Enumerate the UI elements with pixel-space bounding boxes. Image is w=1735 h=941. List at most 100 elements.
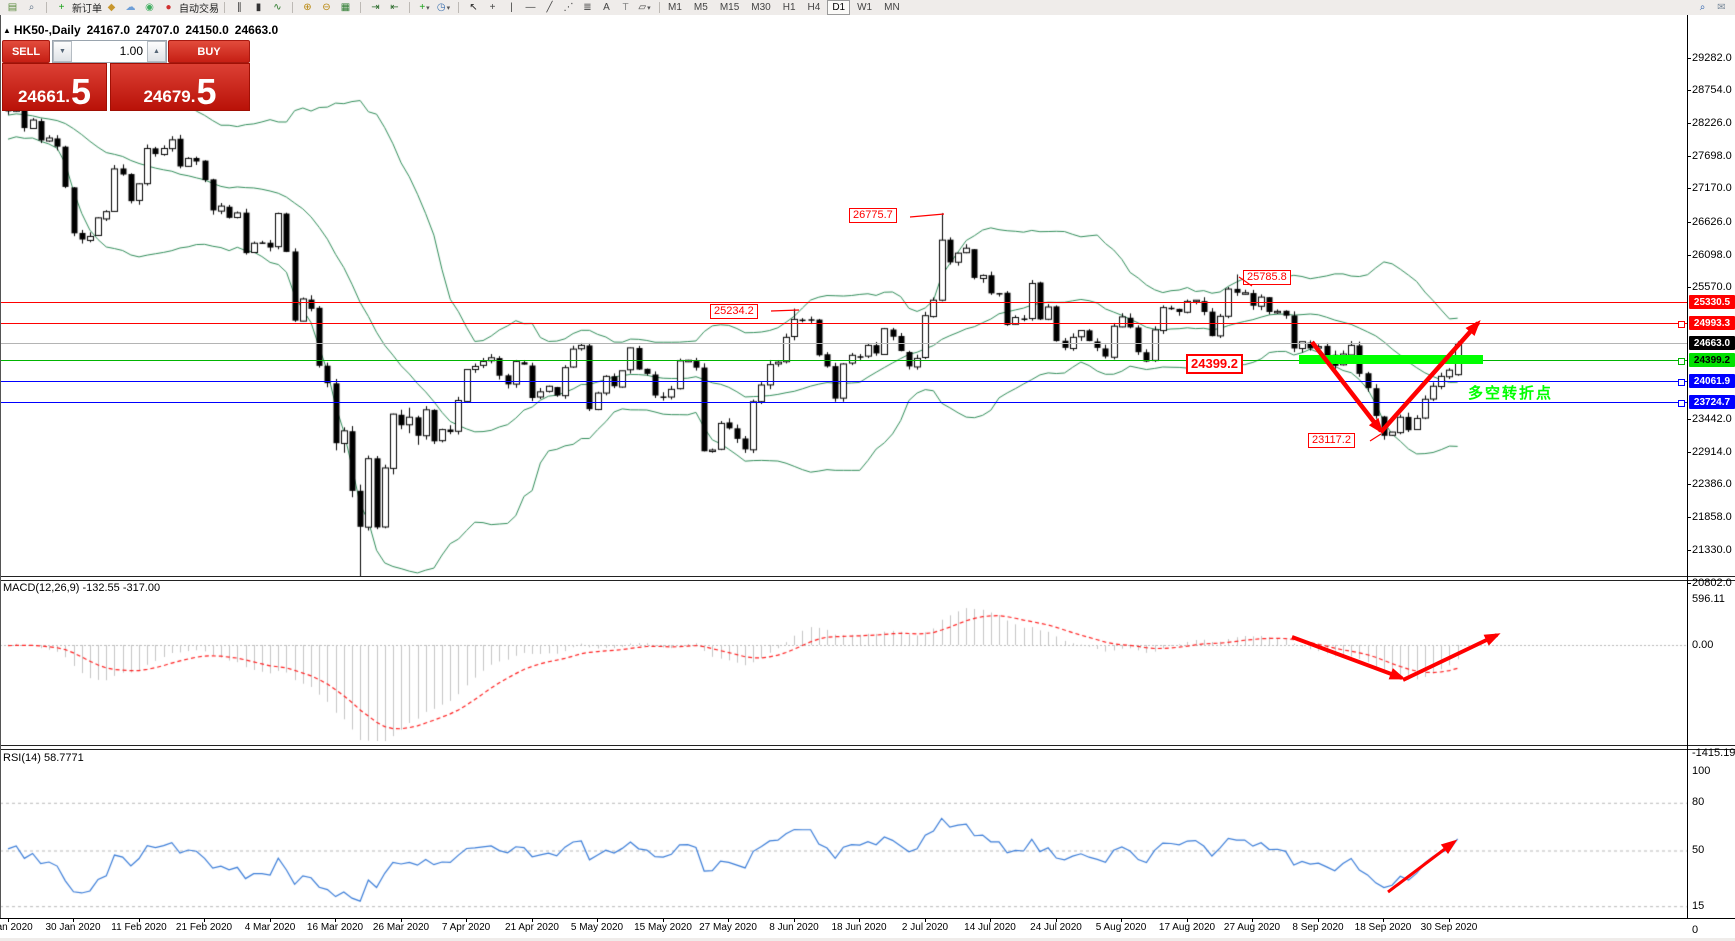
date-label: 24 Jul 2020	[1030, 922, 1082, 933]
timeframe-button-m1[interactable]: M1	[668, 2, 682, 13]
new-order-label[interactable]: 新订单	[72, 4, 102, 15]
collapse-triangle-icon[interactable]: ▲	[3, 26, 11, 35]
cursor-icon[interactable]: ↖	[469, 2, 478, 13]
chart-window-icon[interactable]: ▤	[7, 2, 18, 13]
signals-icon[interactable]: ◉	[145, 2, 154, 13]
resistance-line-25330[interactable]	[0, 302, 1687, 303]
horizontal-line-icon[interactable]: —	[525, 2, 536, 13]
chart-preview-icon[interactable]: ⌕	[28, 2, 35, 13]
crosshair-icon[interactable]: +	[489, 2, 496, 13]
date-label: 21 Apr 2020	[505, 922, 559, 933]
draw-group: ↖ + | — ╱ ⋰ ≣ A T ▱ ▾	[461, 0, 657, 15]
price-tick-label: 22914.0	[1692, 446, 1732, 458]
price-tick-label: 21858.0	[1692, 511, 1732, 523]
timeframe-button-m30[interactable]: M30	[751, 2, 771, 13]
callout-23117[interactable]: 23117.2	[1308, 433, 1355, 448]
support-line-24061-handle[interactable]	[1678, 379, 1685, 386]
equidistant-channel-icon[interactable]: ⋰	[563, 2, 574, 13]
price-tick-mark	[1687, 123, 1691, 124]
zoom-in-icon[interactable]: ⊕	[303, 2, 312, 13]
date-label: 17 Aug 2020	[1158, 922, 1216, 933]
buy-button[interactable]: BUY	[168, 40, 250, 63]
date-tick-mark	[73, 918, 74, 922]
price-axis-line	[1687, 15, 1688, 918]
auto-scroll-icon[interactable]: ⇥	[371, 2, 380, 13]
rsi-pane-separator[interactable]	[0, 745, 1735, 750]
date-tick-mark	[204, 918, 205, 922]
timeframe-button-h1[interactable]: H1	[782, 2, 796, 13]
sell-button[interactable]: SELL	[2, 40, 50, 63]
support-highlight-bar[interactable]	[1299, 355, 1483, 364]
price-tick-label: 20802.0	[1692, 577, 1732, 589]
timeframe-button-d1[interactable]: D1	[827, 0, 851, 15]
date-label: 30 Sep 2020	[1420, 922, 1478, 933]
resistance-line-24993[interactable]	[0, 323, 1687, 324]
buy-price-panel[interactable]: 24679. 5	[110, 63, 250, 111]
support-line-23724-handle[interactable]	[1678, 400, 1685, 407]
price-tick-mark	[1687, 287, 1691, 288]
volume-decrease-button[interactable]: ▼	[53, 41, 72, 62]
price-badge-25330-5: 25330.5	[1689, 295, 1735, 309]
add-indicator-icon[interactable]: + ▾	[419, 2, 430, 13]
callout-25785[interactable]: 25785.8	[1243, 270, 1291, 285]
timeframe-button-mn[interactable]: MN	[884, 2, 900, 13]
text-label-icon[interactable]: T	[622, 2, 629, 13]
support-line-24399-handle[interactable]	[1678, 358, 1685, 365]
zoom-out-icon[interactable]: ⊖	[322, 2, 331, 13]
candlestick-chart-icon[interactable]: ▮	[255, 2, 262, 13]
date-tick-mark	[1383, 918, 1384, 922]
main-chart-canvas[interactable]	[0, 30, 1687, 577]
support-line-23724[interactable]	[0, 402, 1687, 403]
timeframe-button-h4[interactable]: H4	[807, 2, 821, 13]
volume-increase-button[interactable]: ▲	[147, 41, 166, 62]
turning-point-annotation[interactable]: 多空转折点	[1468, 385, 1554, 402]
date-tick-mark	[1449, 918, 1450, 922]
timeframe-button-w1[interactable]: W1	[857, 2, 873, 13]
sell-price-panel[interactable]: 24661. 5	[2, 63, 107, 111]
new-order-icon[interactable]: +	[58, 2, 65, 13]
zoom-group: ⊕ ⊖ ▦	[295, 0, 358, 15]
callout-26775[interactable]: 26775.7	[849, 208, 897, 223]
callout-25234[interactable]: 25234.2	[710, 304, 758, 319]
autotrading-label[interactable]: 自动交易	[179, 4, 219, 15]
macd-pane-separator[interactable]	[0, 576, 1735, 581]
current-price-line[interactable]	[0, 343, 1687, 344]
support-line-24061[interactable]	[0, 381, 1687, 382]
vertical-line-icon[interactable]: |	[510, 2, 513, 13]
tile-windows-icon[interactable]: ▦	[340, 2, 351, 13]
date-tick-mark	[401, 918, 402, 922]
dropdown-caret-icon[interactable]: ▾	[647, 4, 651, 12]
fibonacci-icon[interactable]: ≣	[583, 2, 592, 13]
rsi-axis-label: 0	[1692, 924, 1699, 936]
cloud-icon[interactable]: ☁	[125, 2, 136, 13]
bar-chart-icon[interactable]: ∥	[237, 2, 242, 13]
resistance-line-24993-handle[interactable]	[1678, 321, 1685, 328]
search-icon[interactable]: ⌕	[1699, 2, 1706, 13]
price-badge-24993-3: 24993.3	[1689, 316, 1735, 330]
volume-input[interactable]: 1.00	[119, 44, 143, 58]
dropdown-caret-icon[interactable]: ▾	[446, 4, 451, 12]
price-tick-label: 28226.0	[1692, 117, 1732, 129]
line-chart-icon[interactable]: ∿	[273, 2, 282, 13]
depth-of-market-icon[interactable]: ◆	[107, 2, 116, 13]
toolbar-separator	[292, 2, 293, 13]
macd-pane-canvas[interactable]	[0, 581, 1687, 742]
shapes-icon[interactable]: ▱ ▾	[638, 2, 651, 13]
dropdown-caret-icon[interactable]: ▾	[426, 4, 430, 12]
chart-shift-icon[interactable]: ⇤	[390, 2, 399, 13]
window-group: ▤ ⌕	[0, 0, 44, 15]
autotrading-icon[interactable]: ●	[165, 2, 172, 13]
callout-24399[interactable]: 24399.2	[1186, 354, 1243, 374]
period-clock-icon[interactable]: ◷ ▾	[436, 2, 451, 13]
symbol-period-label: HK50-,Daily	[13, 23, 81, 37]
chat-icon[interactable]: ✉	[1717, 2, 1726, 13]
timeframe-button-m15[interactable]: M15	[719, 2, 740, 13]
chart-title: ▲ HK50-,Daily 24167.0 24707.0 24150.0 24663.0	[3, 23, 278, 37]
date-tick-mark	[335, 918, 336, 922]
trendline-icon[interactable]: ╱	[546, 2, 553, 13]
rsi-pane-canvas[interactable]	[0, 751, 1687, 918]
timeframe-button-m5[interactable]: M5	[693, 2, 708, 13]
support-line-24399[interactable]	[0, 360, 1687, 361]
text-icon[interactable]: A	[603, 2, 610, 13]
date-label: 2 Jul 2020	[901, 922, 949, 933]
